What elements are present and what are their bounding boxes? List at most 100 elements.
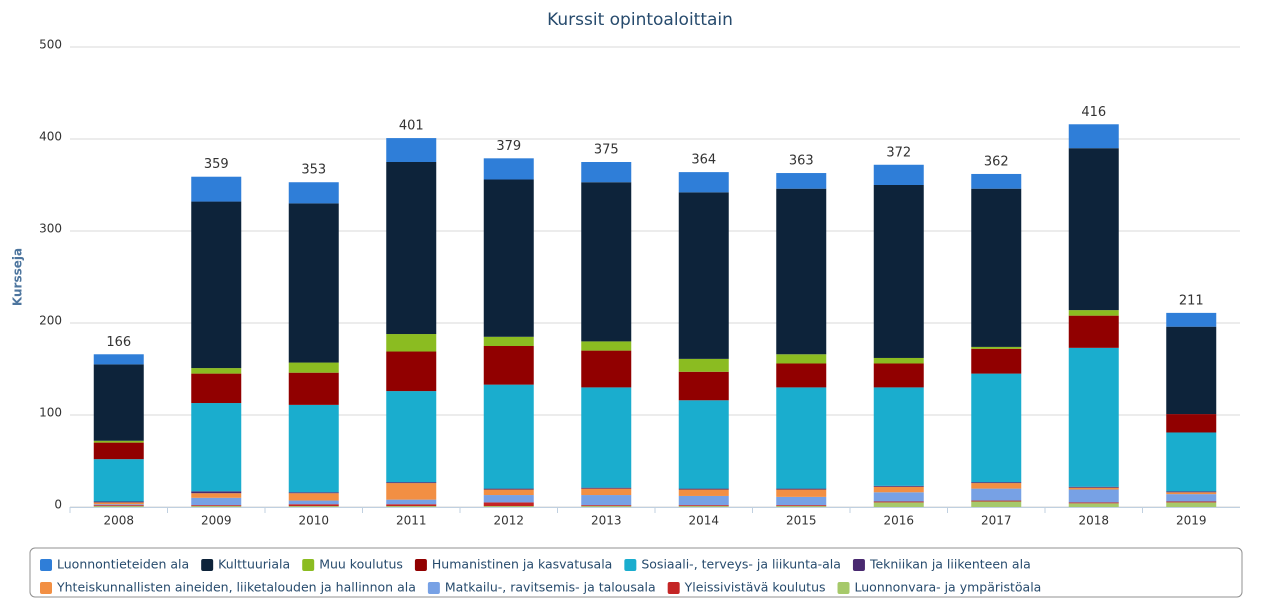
bar-segment: [581, 350, 632, 388]
bar-segment: [191, 506, 242, 507]
x-tick-label: 2019: [1176, 514, 1207, 528]
bar-segment: [1166, 491, 1217, 493]
legend-label: Humanistinen ja kasvatusala: [432, 557, 612, 572]
bar-segment: [873, 501, 924, 503]
bar-segment: [678, 506, 729, 507]
bar-segment: [386, 334, 437, 352]
bar-segment: [971, 173, 1022, 189]
bar-segment: [1068, 503, 1119, 507]
bar-segment: [483, 384, 534, 489]
bar-segment: [873, 363, 924, 388]
bar-segment: [191, 176, 242, 202]
bar-segment: [1068, 315, 1119, 348]
y-tick-label: 100: [39, 406, 62, 420]
x-tick-label: 2018: [1078, 514, 1109, 528]
bar-segment: [678, 400, 729, 489]
y-tick-label: 0: [54, 498, 62, 512]
legend-label: Luonnonvara- ja ympäristöala: [855, 580, 1042, 595]
bar-segment: [1166, 501, 1217, 503]
bar-segment: [93, 459, 144, 502]
x-tick-label: 2008: [103, 514, 134, 528]
bar-segment: [386, 138, 437, 162]
bar-segment: [288, 500, 339, 505]
total-label: 364: [691, 153, 716, 168]
bar-segment: [776, 489, 827, 497]
bar-segment: [776, 488, 827, 490]
bar-segment: [971, 482, 1022, 484]
legend-swatch: [427, 582, 440, 594]
bar-segment: [678, 371, 729, 401]
total-label: 375: [594, 143, 619, 158]
legend-swatch: [201, 559, 214, 571]
total-label: 211: [1179, 293, 1204, 308]
legend-label: Tekniikan ja liikenteen ala: [869, 557, 1031, 572]
total-label: 416: [1081, 105, 1106, 120]
bar-segment: [873, 486, 924, 493]
bar-segment: [678, 172, 729, 193]
x-tick-label: 2014: [688, 514, 719, 528]
bar-segment: [483, 495, 534, 503]
bar-segment: [93, 505, 144, 507]
bar-segment: [1068, 310, 1119, 316]
total-label: 353: [301, 163, 326, 178]
x-tick-label: 2015: [786, 514, 817, 528]
bar-segment: [483, 179, 534, 337]
bar-segment: [678, 358, 729, 372]
legend-swatch: [414, 559, 427, 571]
bar-segment: [1068, 148, 1119, 311]
bar-segment: [386, 482, 437, 484]
bar-segment: [483, 506, 534, 507]
x-tick-label: 2012: [493, 514, 524, 528]
bar-segment: [288, 372, 339, 405]
bar-segment: [581, 182, 632, 342]
legend-label: Yhteiskunnallisten aineiden, liiketaloud…: [56, 580, 416, 595]
bar-segment: [873, 185, 924, 358]
bar-segment: [971, 501, 1022, 507]
bar-segment: [1068, 347, 1119, 487]
bar-segment: [93, 442, 144, 460]
bar-segment: [1166, 326, 1217, 415]
total-label: 372: [886, 145, 911, 160]
bar-segment: [678, 505, 729, 507]
legend-label: Matkailu-, ravitsemis- ja talousala: [445, 580, 656, 595]
bar-segment: [1068, 486, 1119, 488]
bar-segment: [191, 493, 242, 498]
total-label: 363: [789, 154, 814, 169]
bar-segment: [191, 491, 242, 494]
bar-segment: [971, 373, 1022, 483]
bar-segment: [581, 505, 632, 507]
bar-segment: [288, 493, 339, 501]
bar-segment: [386, 504, 437, 507]
bar-segment: [191, 373, 242, 404]
bar-segment: [386, 499, 437, 505]
bar-segment: [386, 483, 437, 500]
bar-segment: [191, 505, 242, 507]
legend-box: [29, 547, 1243, 598]
y-axis-label: Kursseja: [11, 248, 25, 306]
bar-segment: [581, 162, 632, 183]
bar-segment: [483, 158, 534, 180]
bar-segment: [776, 505, 827, 507]
y-tick-label: 500: [39, 38, 62, 52]
bar-segment: [93, 440, 144, 443]
bar-segment: [581, 506, 632, 507]
bar-segment: [483, 346, 534, 385]
bar-segment: [678, 488, 729, 490]
bar-segment: [776, 496, 827, 506]
total-label: 379: [496, 139, 521, 154]
bar-segment: [288, 362, 339, 373]
legend-label: Kulttuuriala: [218, 557, 290, 572]
bar-segment: [581, 341, 632, 351]
bar-segment: [1068, 124, 1119, 149]
bar-segment: [483, 488, 534, 490]
legend-swatch: [837, 582, 850, 594]
bar-segment: [776, 387, 827, 489]
bar-segment: [1166, 414, 1217, 433]
total-label: 362: [984, 154, 1009, 169]
y-tick-label: 300: [39, 222, 62, 236]
bar-segment: [1068, 489, 1119, 503]
bar-segment: [776, 173, 827, 189]
bar-segment: [288, 504, 339, 507]
bar-segment: [288, 404, 339, 493]
legend-swatch: [667, 582, 680, 594]
